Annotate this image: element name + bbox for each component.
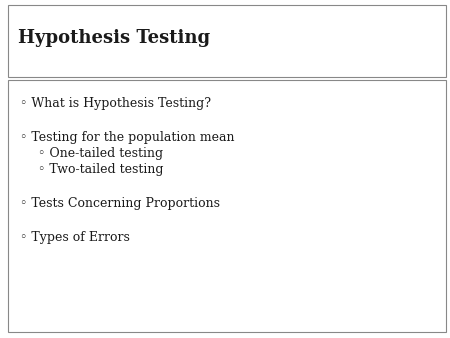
Text: ◦ Tests Concerning Proportions: ◦ Tests Concerning Proportions	[20, 196, 220, 210]
Bar	[8, 80, 446, 332]
Text: ◦ Testing for the population mean: ◦ Testing for the population mean	[20, 130, 234, 144]
Text: ◦ Types of Errors: ◦ Types of Errors	[20, 231, 130, 243]
Bar	[8, 5, 446, 77]
Text: ◦ One-tailed testing: ◦ One-tailed testing	[38, 146, 163, 160]
Text: Hypothesis Testing: Hypothesis Testing	[18, 29, 210, 47]
Text: ◦ Two-tailed testing: ◦ Two-tailed testing	[38, 163, 163, 175]
Text: ◦ What is Hypothesis Testing?: ◦ What is Hypothesis Testing?	[20, 97, 211, 110]
